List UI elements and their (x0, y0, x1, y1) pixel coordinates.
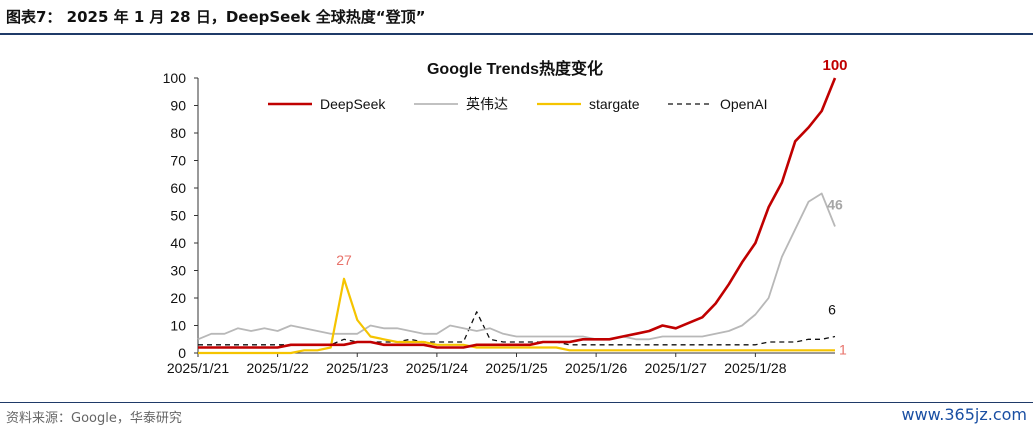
data-label: 6 (828, 302, 836, 318)
legend-label-1: 英伟达 (466, 96, 508, 112)
x-tick-label: 2025/1/23 (326, 360, 388, 376)
bottom-rule (0, 402, 1033, 403)
y-tick-label: 10 (170, 318, 186, 334)
y-tick-label: 30 (170, 263, 186, 279)
data-label: 100 (822, 57, 847, 74)
legend-label-3: OpenAI (720, 96, 767, 112)
y-tick-label: 70 (170, 153, 186, 169)
x-tick-label: 2025/1/28 (724, 360, 786, 376)
data-label: 1 (839, 341, 847, 357)
legend-label-0: DeepSeek (320, 96, 386, 112)
x-tick-label: 2025/1/27 (645, 360, 707, 376)
legend-label-2: stargate (589, 96, 640, 112)
plot-area (197, 77, 837, 355)
series-line-2 (198, 277, 835, 355)
data-label: 46 (827, 197, 843, 213)
y-tick-label: 40 (170, 235, 186, 251)
y-tick-label: 20 (170, 290, 186, 306)
y-tick-label: 80 (170, 125, 186, 141)
y-tick-label: 0 (178, 345, 186, 361)
series-line-3 (198, 311, 836, 346)
watermark: www.365jz.com (901, 405, 1027, 424)
data-labels: 27 100 46 6 1 (336, 57, 847, 357)
chart-title: Google Trends热度变化 (427, 59, 603, 78)
y-tick-label: 50 (170, 208, 186, 224)
x-tick-label: 2025/1/21 (167, 360, 229, 376)
y-tick-label: 60 (170, 180, 186, 196)
trends-line-chart: Google Trends热度变化 DeepSeek 英伟达 stargate Ope… (163, 57, 848, 376)
figure-title: 图表7： 2025 年 1 月 28 日，DeepSeek 全球热度“登顶” (6, 8, 426, 26)
top-rule (0, 33, 1033, 35)
series-line-0 (198, 77, 837, 349)
y-tick-label: 100 (163, 70, 187, 86)
y-axis: 0 10 20 30 40 50 60 70 80 90 100 (163, 70, 199, 361)
chart-legend: DeepSeek 英伟达 stargate OpenAI (268, 96, 767, 112)
series-line-1 (197, 192, 836, 341)
y-tick-label: 90 (170, 98, 186, 114)
x-axis: 2025/1/21 2025/1/22 2025/1/23 2025/1/24 2025… (167, 352, 835, 376)
x-tick-label: 2025/1/22 (246, 360, 308, 376)
x-tick-label: 2025/1/25 (485, 360, 547, 376)
source-note: 资料来源：Google，华泰研究 (6, 411, 182, 426)
data-label: 27 (336, 252, 352, 268)
x-tick-label: 2025/1/26 (565, 360, 627, 376)
x-tick-label: 2025/1/24 (406, 360, 468, 376)
